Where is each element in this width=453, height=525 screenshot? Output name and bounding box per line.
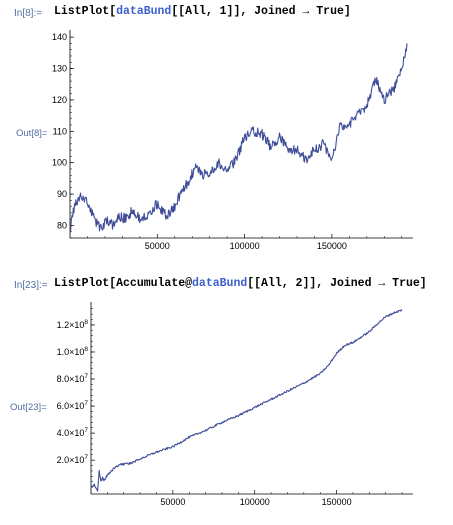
- y-tick-label: 2.0×107: [57, 454, 89, 465]
- y-tick-label: 1.0×108: [57, 346, 89, 357]
- x-tick-label: 100000: [240, 497, 270, 507]
- x-tick-label: 150000: [317, 241, 347, 251]
- data-series-line: [90, 309, 403, 492]
- code-symbol: dataBund: [116, 5, 172, 18]
- y-tick-label: 110: [53, 126, 67, 136]
- x-tick-label: 50000: [160, 497, 185, 507]
- input-code[interactable]: ListPlot[dataBund[[All, 1]], Joined → Tr…: [54, 5, 351, 18]
- input-label: In[8]:=: [14, 8, 43, 19]
- y-tick-label: 100: [52, 158, 67, 168]
- data-series-line: [69, 43, 408, 234]
- y-tick-label: 140: [52, 32, 67, 42]
- code-prefix: ListPlot[: [54, 5, 117, 18]
- code-symbol: dataBund: [192, 277, 248, 290]
- output-label: Out[8]=: [16, 128, 48, 139]
- y-tick-label: 90: [57, 189, 67, 199]
- y-tick-label: 4.0×107: [57, 427, 89, 438]
- x-tick-label: 100000: [230, 241, 260, 251]
- y-tick-label: 120: [52, 95, 67, 105]
- code-suffix: [[All, 2]], Joined → True]: [247, 277, 427, 290]
- x-tick-label: 50000: [145, 241, 170, 251]
- y-tick-label: 130: [52, 64, 67, 74]
- code-prefix: ListPlot[Accumulate@: [54, 277, 193, 290]
- y-tick-label: 80: [57, 220, 67, 230]
- y-tick-label: 6.0×107: [57, 400, 89, 411]
- y-tick-label: 1.2×108: [57, 319, 89, 330]
- y-tick-label: 8.0×107: [57, 373, 89, 384]
- output-label: Out[23]=: [10, 402, 47, 413]
- input-code[interactable]: ListPlot[Accumulate@dataBund[[All, 2]], …: [54, 277, 427, 290]
- x-tick-label: 150000: [322, 497, 352, 507]
- code-suffix: [[All, 1]], Joined → True]: [171, 5, 351, 18]
- input-label: In[23]:=: [14, 280, 48, 291]
